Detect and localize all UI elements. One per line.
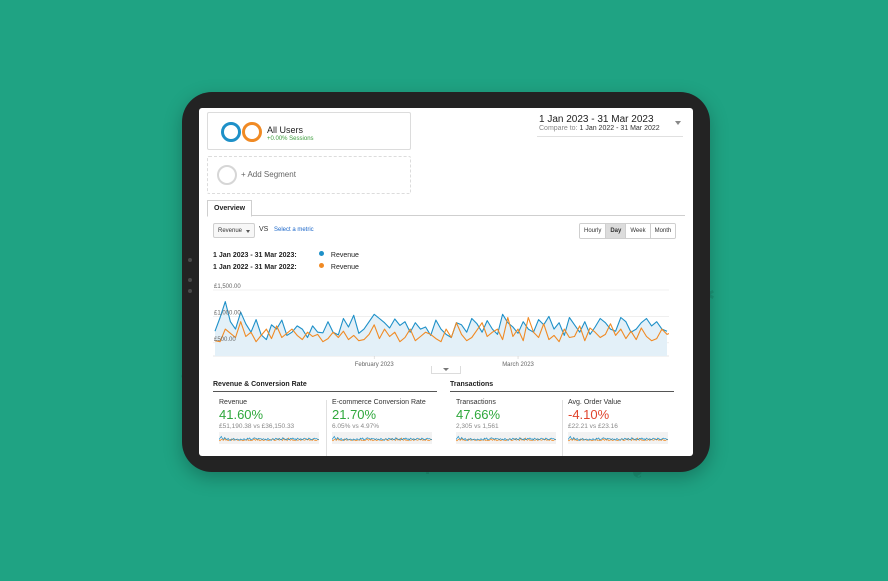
tile-value: 41.60% — [219, 407, 264, 422]
y-tick-label: £1,500.00 — [214, 284, 241, 290]
granularity-toggle: Hourly Day Week Month — [579, 223, 677, 239]
chart-collapse-handle[interactable] — [431, 366, 461, 374]
section-title-revenue: Revenue & Conversion Rate — [213, 381, 437, 392]
chevron-down-icon — [246, 230, 250, 233]
series-current-area — [215, 301, 667, 356]
x-tick-label: February 2023 — [355, 362, 395, 368]
y-tick-label: £500.00 — [214, 337, 236, 343]
metric-tile-revenue[interactable]: Revenue 41.60% £51,190.38 vs £36,150.33 — [219, 399, 327, 456]
date-range: 1 Jan 2023 - 31 Mar 2023 — [539, 114, 654, 125]
granularity-hourly[interactable]: Hourly — [580, 224, 607, 238]
compare-prefix: Compare to: — [539, 125, 578, 132]
sparkline-current — [568, 435, 668, 441]
sparkline-background — [456, 432, 556, 444]
legend-range: 1 Jan 2023 - 31 Mar 2023: — [213, 252, 297, 259]
metric-tile-conversion-rate[interactable]: E-commerce Conversion Rate 21.70% 6.05% … — [332, 399, 440, 456]
revenue-line-chart: £1,500.00 £1,000.00 £500.00 February 2023 Ma… — [213, 284, 669, 368]
sparkline-background — [219, 432, 319, 444]
compare-range: Compare to: 1 Jan 2022 - 31 Mar 2022 — [539, 125, 660, 132]
tab-overview[interactable]: Overview — [207, 200, 253, 217]
analytics-screen: All Users +0.00% Sessions + Add Segment … — [199, 108, 693, 456]
x-tick-label: March 2023 — [502, 362, 534, 368]
tablet-camera — [188, 258, 192, 262]
tile-comparison: 6.05% vs 4.97% — [332, 423, 379, 430]
compare-dates: 1 Jan 2022 - 31 Mar 2022 — [579, 125, 660, 132]
sparkline-current — [456, 435, 556, 441]
tile-value: 47.66% — [456, 407, 501, 422]
segment-all-users[interactable]: All Users +0.00% Sessions — [207, 112, 411, 150]
sparkline-current — [219, 435, 319, 441]
tablet-sensor — [188, 278, 192, 282]
granularity-week[interactable]: Week — [626, 224, 651, 238]
series-previous-line — [214, 316, 669, 343]
series-current-line — [214, 301, 668, 341]
tile-comparison: 2,305 vs 1,561 — [456, 423, 499, 430]
legend-range: 1 Jan 2022 - 31 Mar 2022: — [213, 264, 297, 271]
sparkline-background — [568, 432, 668, 444]
sparkline-current — [332, 435, 432, 441]
tile-value: 21.70% — [332, 407, 377, 422]
tile-sparkline — [456, 432, 556, 444]
vs-label: VS — [259, 226, 269, 233]
tile-sparkline — [332, 432, 432, 444]
legend-dot-icon — [318, 251, 324, 256]
sparkline-background — [332, 432, 432, 444]
tile-divider — [562, 400, 563, 456]
granularity-month[interactable]: Month — [650, 224, 676, 238]
add-segment-label: + Add Segment — [241, 170, 296, 179]
select-metric-link[interactable]: Select a metric — [274, 227, 314, 233]
segment-title: All Users — [267, 125, 304, 135]
metric-select-value: Revenue — [218, 228, 243, 234]
y-tick-label: £1,000.00 — [214, 310, 241, 316]
legend-current: 1 Jan 2023 - 31 Mar 2023: Revenue — [213, 251, 359, 259]
add-segment-button[interactable]: + Add Segment — [207, 156, 411, 194]
segment-circle-icon — [221, 122, 241, 142]
date-picker-underline — [537, 136, 683, 137]
segment-circle-icon — [242, 122, 262, 142]
tablet-sensor — [188, 289, 192, 293]
tab-divider — [207, 215, 685, 216]
tile-label: Avg. Order Value — [568, 399, 622, 406]
tile-comparison: £51,190.38 vs £36,150.33 — [219, 423, 295, 430]
chevron-down-icon[interactable] — [675, 121, 681, 125]
legend-label: Revenue — [330, 264, 359, 271]
metric-tile-transactions[interactable]: Transactions 47.66% 2,305 vs 1,561 — [456, 399, 564, 456]
granularity-day[interactable]: Day — [606, 224, 627, 238]
segment-subtitle: +0.00% Sessions — [267, 136, 314, 142]
tile-sparkline — [568, 432, 668, 444]
legend-dot-icon — [318, 263, 324, 268]
section-title-transactions: Transactions — [450, 381, 674, 392]
metric-tile-avg-order-value[interactable]: Avg. Order Value -4.10% £22.21 vs £23.16 — [568, 399, 676, 456]
tile-label: E-commerce Conversion Rate — [332, 399, 426, 406]
tile-value: -4.10% — [568, 407, 610, 422]
legend-label: Revenue — [330, 252, 359, 259]
tile-sparkline — [219, 432, 319, 444]
legend-previous: 1 Jan 2022 - 31 Mar 2022: Revenue — [213, 263, 359, 271]
tile-comparison: £22.21 vs £23.16 — [568, 423, 618, 430]
tile-label: Revenue — [219, 399, 248, 406]
metric-select[interactable]: Revenue — [213, 223, 255, 238]
add-segment-circle-icon — [217, 165, 237, 185]
tile-divider — [326, 400, 327, 456]
tile-label: Transactions — [456, 399, 496, 406]
